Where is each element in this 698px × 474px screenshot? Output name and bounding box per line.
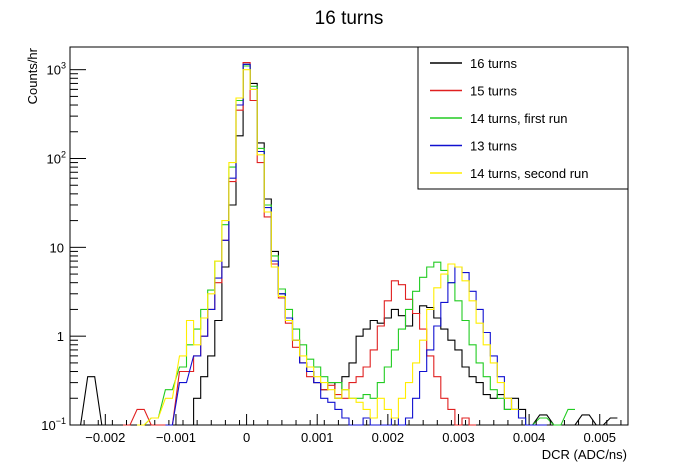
x-axis-label: DCR (ADC/ns)	[542, 447, 627, 462]
x-tick-label-6: 0.004	[513, 430, 546, 445]
y-tick-label-4: 103	[47, 61, 66, 78]
legend-entries: 16 turns 15 turns 14 turns, first run 13 tu…	[430, 56, 589, 181]
x-tick-label-5: 0.003	[442, 430, 475, 445]
legend-label-2: 14 turns, first run	[470, 111, 568, 126]
x-tick-label-4: 0.002	[372, 430, 405, 445]
x-axis: −0.002 −0.001 0 0.001 0.002 0.003 0.004 0.005	[83, 414, 622, 445]
series-line-4	[137, 69, 519, 426]
series-line-0	[73, 63, 618, 426]
x-tick-label-0: −0.002	[85, 430, 125, 445]
x-tick-label-7: 0.005	[583, 430, 616, 445]
y-tick-label-3: 102	[47, 150, 66, 167]
y-tick-label-1: 1	[57, 329, 64, 344]
x-tick-label-2: 0	[243, 430, 250, 445]
y-axis-label: Counts/hr	[25, 47, 40, 104]
legend: 16 turns 15 turns 14 turns, first run 13 tu…	[417, 46, 629, 190]
legend-label-4: 14 turns, second run	[470, 166, 589, 181]
series-line-3	[165, 63, 547, 426]
x-tick-label-3: 0.001	[301, 430, 334, 445]
legend-label-3: 13 turns	[470, 139, 517, 154]
chart-title: 16 turns	[315, 8, 384, 29]
x-tick-label-1: −0.001	[156, 430, 196, 445]
y-tick-label-2: 10	[50, 240, 64, 255]
y-axis: 10−1 1 10 102 103	[41, 61, 86, 433]
y-tick-label-0: 10−1	[41, 416, 66, 433]
series-layer	[73, 62, 618, 426]
legend-label-0: 16 turns	[470, 56, 517, 71]
legend-label-1: 15 turns	[470, 84, 517, 99]
